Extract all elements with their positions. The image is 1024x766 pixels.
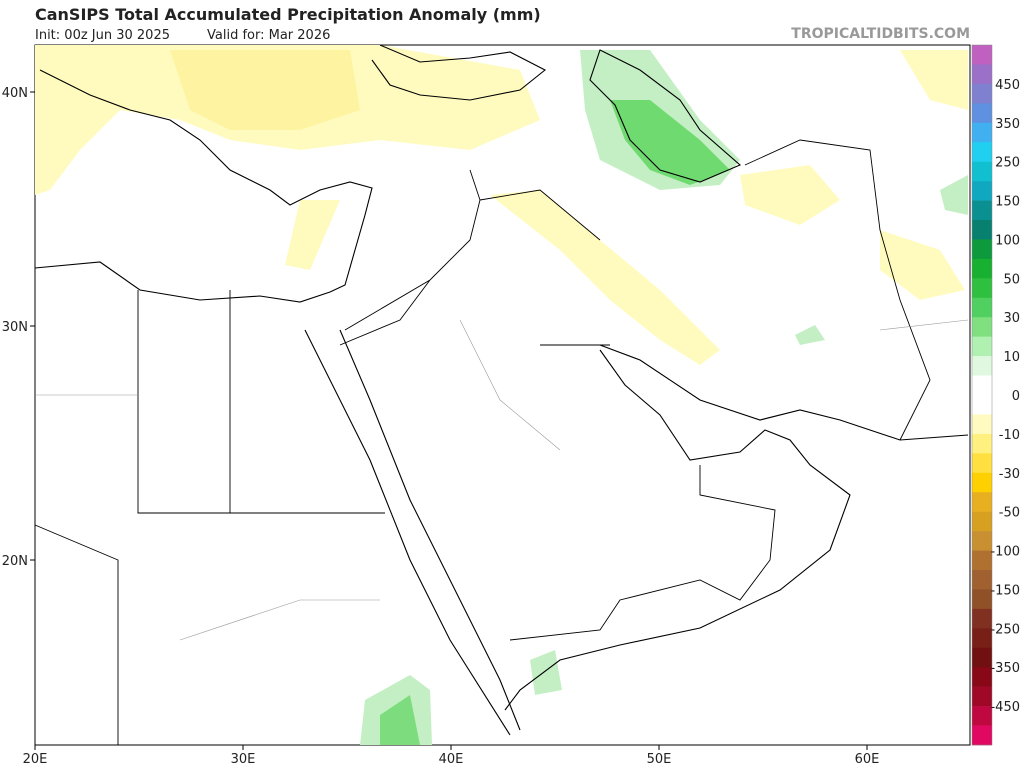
colorbar-label: 30 <box>1003 311 1020 326</box>
colorbar-box <box>972 608 992 629</box>
colorbar-box <box>972 531 992 551</box>
axes: 40N 30N 20N 20E 30E 40E 50E 60E <box>2 86 880 766</box>
colorbar-box <box>972 725 992 746</box>
colorbar-box <box>972 628 992 649</box>
colorbar-box <box>972 181 992 201</box>
colorbar-box <box>972 647 992 668</box>
map <box>34 44 971 746</box>
valid: Valid for: Mar 2026 <box>207 28 330 43</box>
colorbar-box <box>972 45 992 65</box>
colorbar-box <box>972 550 992 571</box>
colorbar-box <box>972 472 992 493</box>
colorbar-box <box>972 667 992 687</box>
colorbar-label: 0 <box>1012 389 1020 404</box>
source: TROPICALTIDBITS.COM <box>791 26 970 42</box>
anomaly-shading <box>35 45 968 745</box>
colorbar-label: 250 <box>995 156 1020 171</box>
colorbar-box <box>972 589 992 610</box>
colorbar-box <box>972 356 992 376</box>
colorbar-box <box>972 453 992 474</box>
colorbar-box <box>972 570 992 590</box>
colorbar-box <box>972 142 992 162</box>
colorbar-box <box>972 200 992 221</box>
colorbar-box <box>972 375 992 396</box>
colorbar-box <box>972 395 992 415</box>
colorbar: 4503502501501005030100-10-30-50-100-150-… <box>971 44 1020 746</box>
colorbar-box <box>972 161 992 182</box>
colorbar-box <box>972 83 992 104</box>
colorbar-label: 150 <box>995 195 1020 210</box>
colorbar-box <box>972 122 992 143</box>
colorbar-box <box>972 64 992 85</box>
colorbar-box <box>972 220 992 240</box>
colorbar-box <box>972 492 992 512</box>
colorbar-label: -30 <box>999 467 1020 482</box>
lon-label: 50E <box>647 752 672 766</box>
colorbar-label: -350 <box>990 661 1020 676</box>
colorbar-label: -50 <box>999 506 1020 521</box>
colorbar-box <box>972 103 992 124</box>
lon-label: 30E <box>231 752 256 766</box>
lon-label: 60E <box>855 752 880 766</box>
colorbar-box <box>972 706 992 726</box>
colorbar-label: -150 <box>990 583 1020 598</box>
lat-label: 20N <box>2 554 28 569</box>
colorbar-box <box>972 686 992 707</box>
colorbar-box <box>972 258 992 279</box>
colorbar-box <box>972 511 992 532</box>
colorbar-label: 450 <box>995 78 1020 93</box>
colorbar-box <box>972 239 992 260</box>
colorbar-label: 350 <box>995 117 1020 132</box>
init: Init: 00z Jun 30 2025 <box>35 28 170 43</box>
colorbar-box <box>972 336 992 357</box>
coastlines <box>34 44 969 736</box>
colorbar-label: 100 <box>995 233 1020 248</box>
colorbar-box <box>972 297 992 318</box>
colorbar-label: 10 <box>1003 350 1020 365</box>
lon-label: 20E <box>23 752 48 766</box>
colorbar-label: -450 <box>990 700 1020 715</box>
colorbar-frame <box>971 44 993 746</box>
colorbar-box <box>972 317 992 337</box>
colorbar-label: 50 <box>1003 272 1020 287</box>
lon-label: 40E <box>439 752 464 766</box>
title: CanSIPS Total Accumulated Precipitation … <box>35 5 541 24</box>
colorbar-box <box>972 278 992 299</box>
colorbar-label: -100 <box>990 545 1020 560</box>
colorbar-box <box>972 433 992 454</box>
borders <box>34 139 969 745</box>
lat-label: 40N <box>2 86 28 101</box>
colorbar-box <box>972 414 992 435</box>
lat-label: 30N <box>2 320 28 335</box>
colorbar-label: -10 <box>999 428 1020 443</box>
colorbar-label: -250 <box>990 622 1020 637</box>
